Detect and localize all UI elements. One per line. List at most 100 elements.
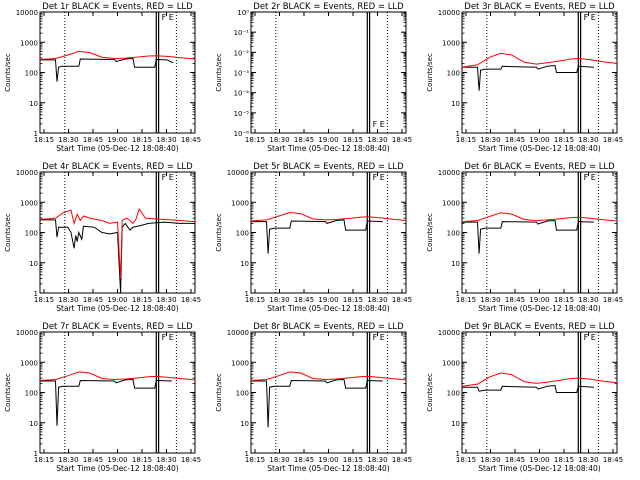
- chart-panel-5: Det 5r BLACK = Events, RED = LLD Counts/s…: [215, 162, 412, 313]
- x-tick-label: 18:45: [83, 136, 103, 144]
- y-tick-label: 10: [29, 260, 38, 268]
- y-tick-label: 1: [456, 450, 460, 458]
- y-tick-label: 10⁻³: [234, 70, 250, 78]
- x-tick-label: 18:30: [58, 296, 78, 304]
- x-tick-label: 18:30: [367, 136, 387, 144]
- x-tick-label: 18:45: [603, 296, 623, 304]
- x-tick-label: 19:00: [318, 136, 338, 144]
- series-line-lld: [461, 52, 618, 68]
- y-tick-label: 10000: [16, 329, 38, 337]
- y-axis-label: Counts/sec: [215, 373, 223, 412]
- fe-annotation: F E: [162, 333, 174, 342]
- fe-annotation: F E: [162, 173, 174, 182]
- plot-frame: [461, 11, 618, 134]
- y-tick-label: 100: [25, 70, 38, 78]
- x-tick-label: 18:30: [367, 296, 387, 304]
- series-line-events: [462, 384, 594, 393]
- chart-panel-9: Det 9r BLACK = Events, RED = LLD Counts/s…: [426, 322, 623, 473]
- x-tick-label: 18:45: [83, 296, 103, 304]
- plot-frame: [250, 331, 407, 454]
- x-tick-label: 18:45: [181, 136, 201, 144]
- x-tick-label: 19:00: [107, 456, 127, 464]
- y-tick-label: 10: [451, 100, 460, 108]
- series-line-lld: [39, 207, 196, 279]
- x-tick-label: 18:15: [343, 296, 363, 304]
- chart-title: Det 1r BLACK = Events, RED = LLD: [42, 2, 193, 12]
- chart-panel-3: Det 3r BLACK = Events, RED = LLD Counts/s…: [426, 2, 623, 153]
- x-tick-label: 18:45: [181, 456, 201, 464]
- y-axis-label: Counts/sec: [215, 213, 223, 252]
- x-tick-label: 18:30: [480, 456, 500, 464]
- y-tick-label: 10⁻²: [234, 49, 250, 57]
- x-tick-label: 18:45: [505, 296, 525, 304]
- x-tick-label: 18:30: [269, 456, 289, 464]
- y-tick-label: 1: [34, 130, 38, 138]
- series-line-events: [251, 219, 383, 254]
- x-axis-label: Start Time (05-Dec-12 18:08:40): [56, 144, 178, 153]
- x-tick-label: 19:00: [529, 456, 549, 464]
- x-tick-label: 19:00: [318, 296, 338, 304]
- y-tick-label: 10⁻⁴: [234, 90, 250, 98]
- x-tick-label: 18:15: [245, 456, 265, 464]
- chart-panel-2: Det 2r BLACK = Events, RED = LLD Counts/s…: [215, 2, 412, 153]
- x-tick-label: 18:45: [505, 136, 525, 144]
- x-axis-label: Start Time (05-Dec-12 18:08:40): [478, 144, 600, 153]
- x-tick-label: 18:45: [294, 456, 314, 464]
- x-tick-label: 19:00: [107, 136, 127, 144]
- x-tick-label: 18:15: [34, 456, 54, 464]
- series-line-lld: [39, 371, 196, 381]
- series-line-lld: [461, 212, 618, 223]
- chart-panel-1: Det 1r BLACK = Events, RED = LLD Counts/s…: [4, 2, 201, 153]
- y-tick-label: 1000: [442, 39, 460, 47]
- x-tick-label: 18:15: [245, 136, 265, 144]
- chart-panel-6: Det 6r BLACK = Events, RED = LLD Counts/s…: [426, 162, 623, 313]
- plot-frame: [39, 331, 196, 454]
- x-tick-label: 18:45: [294, 136, 314, 144]
- chart-panel-7: Det 7r BLACK = Events, RED = LLD Counts/s…: [4, 322, 201, 473]
- x-tick-label: 18:30: [156, 136, 176, 144]
- y-tick-label: 100: [236, 230, 249, 238]
- y-tick-label: 1000: [20, 359, 38, 367]
- series-line-lld: [39, 50, 196, 60]
- y-tick-label: 10000: [227, 329, 249, 337]
- x-tick-label: 18:45: [392, 136, 412, 144]
- x-axis-label: Start Time (05-Dec-12 18:08:40): [478, 464, 600, 473]
- series-line-events: [40, 57, 174, 82]
- x-tick-label: 18:15: [554, 136, 574, 144]
- x-tick-label: 18:30: [480, 296, 500, 304]
- x-tick-label: 18:15: [456, 136, 476, 144]
- y-tick-label: 10000: [16, 9, 38, 17]
- y-tick-label: 100: [25, 230, 38, 238]
- x-tick-label: 18:30: [578, 456, 598, 464]
- y-tick-label: 1: [456, 290, 460, 298]
- y-tick-label: 10000: [438, 9, 460, 17]
- x-tick-label: 18:15: [343, 456, 363, 464]
- x-axis-label: Start Time (05-Dec-12 18:08:40): [56, 464, 178, 473]
- x-tick-label: 18:30: [578, 136, 598, 144]
- fe-annotation: F E: [162, 13, 174, 22]
- x-axis-label: Start Time (05-Dec-12 18:08:40): [56, 304, 178, 313]
- x-tick-label: 18:45: [392, 296, 412, 304]
- y-tick-label: 10000: [227, 169, 249, 177]
- y-tick-label: 1000: [231, 199, 249, 207]
- y-tick-label: 10⁰: [237, 9, 249, 17]
- x-tick-label: 18:15: [554, 456, 574, 464]
- x-tick-label: 18:15: [34, 136, 54, 144]
- y-tick-label: 100: [25, 390, 38, 398]
- y-tick-label: 10: [240, 420, 249, 428]
- y-tick-label: 100: [447, 70, 460, 78]
- x-tick-label: 18:45: [603, 136, 623, 144]
- y-tick-label: 100: [236, 390, 249, 398]
- x-tick-label: 19:00: [318, 456, 338, 464]
- x-axis-label: Start Time (05-Dec-12 18:08:40): [267, 464, 389, 473]
- y-axis-label: Counts/sec: [426, 213, 434, 252]
- x-tick-label: 18:45: [83, 456, 103, 464]
- y-tick-label: 1000: [442, 199, 460, 207]
- x-tick-label: 18:30: [367, 456, 387, 464]
- x-tick-label: 18:15: [343, 136, 363, 144]
- y-tick-label: 1: [34, 450, 38, 458]
- x-tick-label: 18:15: [245, 296, 265, 304]
- y-axis-label: Counts/sec: [4, 213, 12, 252]
- series-line-events: [251, 378, 383, 428]
